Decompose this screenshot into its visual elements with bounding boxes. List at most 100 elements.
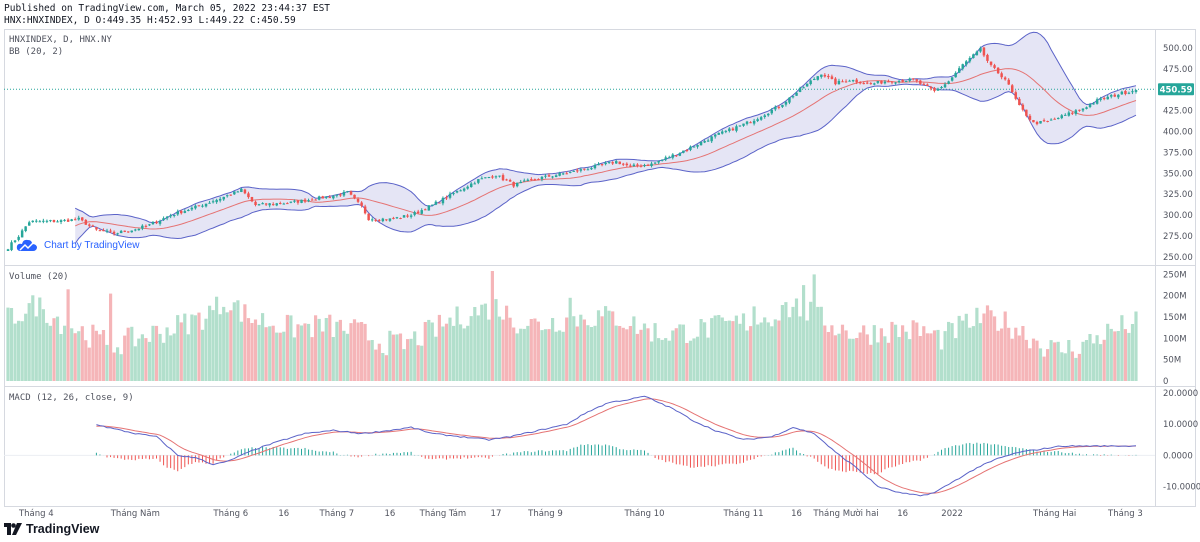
candle bbox=[685, 149, 689, 153]
volume-bar bbox=[936, 329, 940, 381]
tradingview-logo[interactable]: TradingView bbox=[4, 522, 99, 536]
volume-bar bbox=[650, 341, 654, 381]
candle bbox=[880, 80, 883, 85]
candle-body bbox=[222, 196, 225, 200]
volume-bar bbox=[766, 322, 770, 381]
candle-body bbox=[346, 191, 349, 193]
volume-bar bbox=[904, 331, 908, 381]
candle-body bbox=[286, 203, 289, 205]
candle-body bbox=[13, 240, 17, 242]
volume-bar bbox=[84, 340, 88, 381]
candle bbox=[332, 194, 335, 200]
volume-bar bbox=[515, 333, 519, 381]
bb-legend[interactable]: BB (20, 2) bbox=[9, 47, 64, 57]
candle bbox=[35, 219, 38, 223]
candle-body bbox=[989, 61, 993, 65]
candle bbox=[165, 215, 169, 221]
candle-body bbox=[81, 217, 84, 221]
candle-body bbox=[1071, 112, 1074, 114]
candle bbox=[243, 188, 247, 195]
volume-bar bbox=[1116, 331, 1120, 381]
volume-bar bbox=[38, 297, 42, 381]
candle bbox=[158, 219, 162, 226]
volume-bar bbox=[816, 306, 820, 381]
candle bbox=[84, 218, 88, 225]
volume-bar bbox=[780, 305, 784, 381]
volume-bar bbox=[264, 327, 268, 381]
candle bbox=[275, 202, 278, 207]
candle-body bbox=[996, 67, 1000, 74]
volume-bar bbox=[473, 307, 477, 381]
candle bbox=[328, 195, 331, 199]
volume-bar bbox=[982, 313, 986, 381]
candle bbox=[123, 230, 126, 233]
volume-bar bbox=[805, 320, 809, 381]
candle bbox=[247, 191, 250, 199]
volume-bar bbox=[299, 325, 304, 381]
volume-legend[interactable]: Volume (20) bbox=[9, 272, 69, 282]
candle bbox=[809, 79, 812, 86]
candle bbox=[781, 104, 784, 109]
candle-body bbox=[42, 220, 45, 222]
candle-body bbox=[1124, 91, 1127, 94]
candle-body bbox=[597, 164, 600, 166]
macd-legend[interactable]: MACD (12, 26, close, 9) bbox=[9, 393, 134, 403]
candle-body bbox=[561, 173, 565, 175]
candle-body bbox=[586, 169, 590, 171]
candle-body bbox=[102, 230, 105, 232]
candle bbox=[45, 219, 49, 224]
volume-bar bbox=[621, 327, 625, 381]
volume-bar bbox=[437, 314, 441, 381]
candle bbox=[897, 80, 901, 84]
candle bbox=[533, 178, 537, 181]
volume-bar bbox=[985, 305, 990, 381]
candle-body bbox=[1003, 77, 1007, 80]
chart-watermark[interactable]: Chart by TradingView bbox=[16, 238, 139, 252]
volume-bar bbox=[34, 316, 38, 381]
volume-bar bbox=[522, 328, 526, 381]
candle-body bbox=[367, 213, 370, 221]
candle-body bbox=[646, 165, 650, 166]
candle-body bbox=[788, 97, 791, 103]
volume-bar bbox=[908, 339, 912, 381]
candle-body bbox=[844, 81, 848, 83]
candle bbox=[544, 173, 547, 179]
candle bbox=[915, 79, 918, 83]
volume-bar bbox=[1007, 327, 1011, 381]
volume-bar bbox=[688, 340, 693, 381]
volume-bar bbox=[123, 335, 127, 381]
candle bbox=[392, 216, 395, 220]
candle-body bbox=[38, 221, 42, 223]
candle bbox=[508, 178, 512, 182]
candle-body bbox=[374, 219, 377, 221]
candle-body bbox=[982, 47, 986, 56]
volume-bar bbox=[483, 303, 487, 381]
volume-bar bbox=[939, 349, 944, 381]
volume-bar bbox=[915, 322, 919, 381]
candle bbox=[91, 224, 95, 227]
volume-bar bbox=[667, 340, 671, 381]
volume-bar bbox=[692, 338, 696, 381]
candle bbox=[1014, 90, 1017, 101]
volume-bar bbox=[869, 344, 873, 381]
volume-bar bbox=[126, 327, 130, 381]
candle-body bbox=[173, 215, 176, 216]
volume-bar bbox=[989, 310, 993, 381]
candle-body bbox=[73, 219, 77, 221]
volume-bar bbox=[98, 334, 102, 381]
candle-body bbox=[413, 212, 416, 215]
candle-body bbox=[123, 230, 126, 232]
volume-bar bbox=[13, 323, 17, 381]
candle-body bbox=[770, 109, 773, 114]
price-tick-label: 475.00 bbox=[1163, 65, 1193, 75]
candle-body bbox=[943, 84, 947, 88]
candle-body bbox=[657, 161, 660, 163]
candle bbox=[6, 248, 10, 252]
candle-body bbox=[1011, 85, 1014, 93]
candle bbox=[462, 187, 466, 192]
candle-body bbox=[385, 219, 388, 221]
candle bbox=[989, 61, 993, 67]
candle bbox=[894, 81, 897, 85]
candle-body bbox=[98, 230, 102, 232]
